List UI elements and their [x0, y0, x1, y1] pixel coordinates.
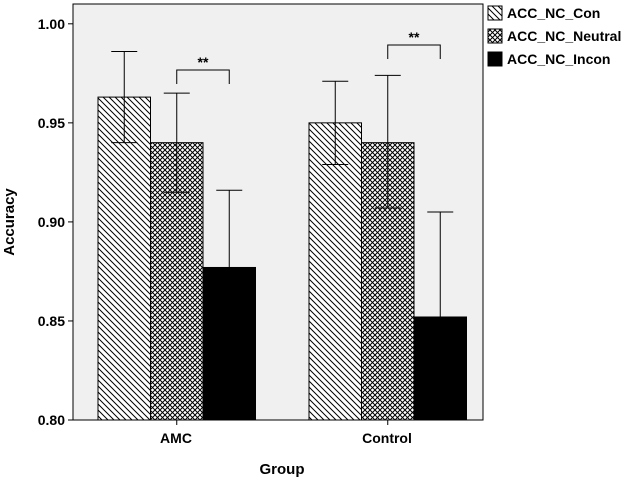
- legend-label-neutral: ACC_NC_Neutral: [507, 28, 621, 44]
- error-bar-amc-acc-nc-con: [111, 51, 138, 144]
- significance-label: **: [409, 29, 420, 45]
- error-bar-control-acc-nc-incon: [427, 211, 454, 420]
- y-tick-label: 0.90: [38, 214, 65, 230]
- legend-swatch-incon: [487, 51, 503, 67]
- bar-control-acc-nc-con: [308, 122, 362, 421]
- legend-swatch-con: [487, 5, 503, 21]
- y-tick-label: 0.95: [38, 115, 65, 131]
- error-bar-amc-acc-nc-incon: [216, 189, 243, 346]
- y-tick-label: 0.80: [38, 412, 65, 428]
- legend-label-con: ACC_NC_Con: [507, 5, 600, 21]
- legend-label-incon: ACC_NC_Incon: [507, 51, 610, 67]
- x-axis-title: Group: [260, 461, 305, 478]
- error-bar-control-acc-nc-con: [322, 80, 349, 165]
- significance-bracket-line: [176, 69, 230, 84]
- legend: ACC_NC_Con ACC_NC_Neutral ACC_NC_Incon: [487, 5, 621, 67]
- x-tick-label-control: Control: [362, 430, 412, 446]
- y-tick-label: 0.85: [38, 313, 65, 329]
- y-tick-label: 1.00: [38, 16, 65, 32]
- significance-label: **: [198, 54, 209, 70]
- significance-bracket-amc: **: [176, 54, 230, 84]
- x-tick-label-amc: AMC: [160, 430, 192, 446]
- legend-swatch-neutral: [487, 28, 503, 44]
- error-bar-control-acc-nc-neutral: [374, 74, 401, 209]
- y-axis-title: Accuracy: [1, 188, 18, 256]
- significance-bracket-line: [387, 44, 441, 59]
- significance-bracket-control: **: [387, 29, 441, 59]
- bar-amc-acc-nc-con: [97, 96, 151, 421]
- error-bar-amc-acc-nc-neutral: [163, 92, 190, 193]
